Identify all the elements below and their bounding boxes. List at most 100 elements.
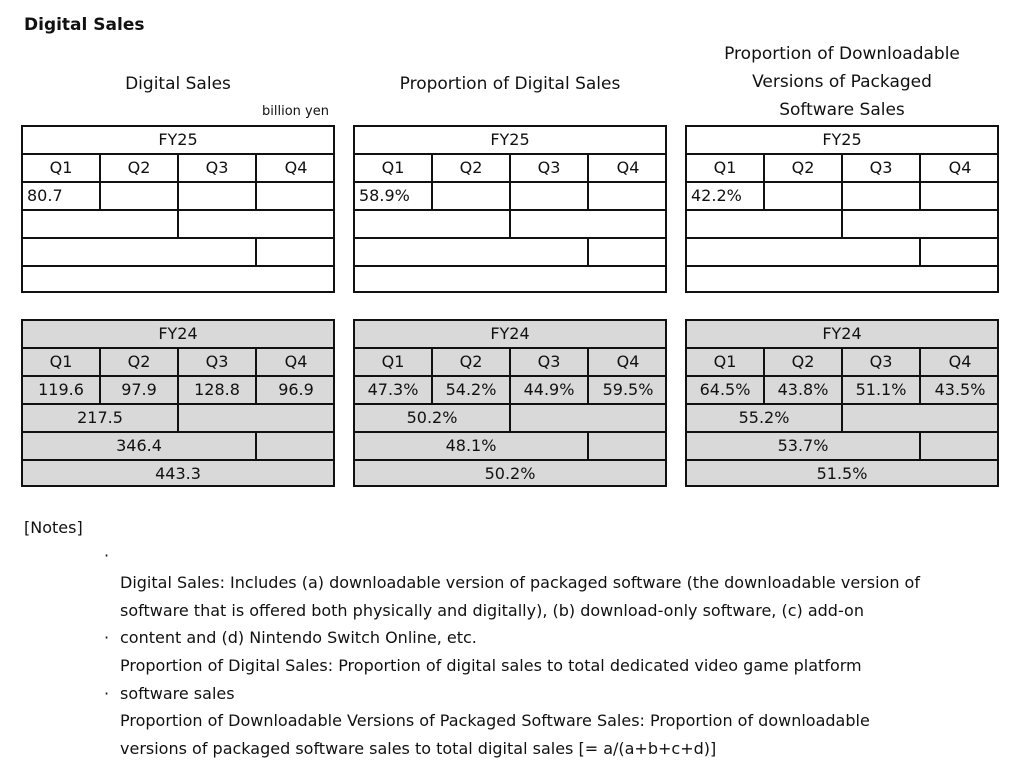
full-year-total: 443.3 [155,464,201,483]
fiscal-year-header: FY24 [490,324,530,343]
heading-digital-sales: Digital Sales [125,74,231,94]
quarter-header: Q2 [791,352,815,371]
quarter-header: Q1 [381,158,405,177]
quarter-header: Q2 [791,158,815,177]
row-divider [687,431,997,433]
column-divider [587,431,589,459]
column-divider [919,431,921,459]
note-proportion-digital: · Proportion of Digital Sales: Proportio… [104,597,1004,702]
table-digital-sales-fy24: FY24 Q1 Q2 Q3 Q4 119.6 97.9 128.8 96.9 217.5 346.4… [21,319,335,487]
row-divider [23,237,333,239]
quarter-header: Q2 [127,352,151,371]
quarter-header: Q3 [205,352,229,371]
column-divider [841,403,843,431]
quarter-header: Q2 [459,352,483,371]
column-divider [177,403,179,431]
table-proportion-digital-fy24: FY24 Q1 Q2 Q3 Q4 47.3% 54.2% 44.9% 59.5% 50.2% 48.… [353,319,667,487]
note-bullet: · [104,545,110,565]
column-divider [255,347,257,403]
column-divider [509,347,511,403]
row-divider [687,265,997,267]
nine-month-total: 346.4 [116,436,162,455]
fiscal-year-header: FY25 [490,130,530,149]
quarter-header: Q1 [49,352,73,371]
nine-month-total: 53.7% [777,436,829,455]
quarter-header: Q4 [948,352,972,371]
table-downloadable-fy24: FY24 Q1 Q2 Q3 Q4 64.5% 43.8% 51.1% 43.5% 55.2% 53.… [685,319,999,487]
quarter-value: 43.5% [934,380,986,399]
column-divider [587,237,589,265]
quarter-value: 59.5% [602,380,654,399]
quarter-header: Q3 [869,158,893,177]
row-divider [355,459,665,461]
quarter-header: Q4 [284,352,308,371]
row-divider [687,237,997,239]
quarter-value: 43.8% [777,380,829,399]
column-divider [509,209,511,237]
column-divider [587,347,589,403]
column-divider [509,153,511,209]
row-divider [355,237,665,239]
column-divider [431,347,433,403]
fiscal-year-header: FY25 [158,130,198,149]
full-year-total: 51.5% [816,464,868,483]
column-divider [841,347,843,403]
quarter-header: Q2 [459,158,483,177]
column-divider [255,431,257,459]
fiscal-year-header: FY25 [822,130,862,149]
row-divider [355,431,665,433]
fiscal-year-header: FY24 [158,324,198,343]
note-text: Proportion of Digital Sales: Proportion … [120,655,862,703]
column-divider [919,153,921,209]
quarter-value: 96.9 [278,380,314,399]
row-divider [355,265,665,267]
column-divider [99,347,101,403]
note-digital-sales: · Digital Sales: Includes (a) downloadab… [104,514,1004,648]
quarter-header: Q1 [713,352,737,371]
fiscal-year-header: FY24 [822,324,862,343]
quarter-value: 42.2% [691,186,742,205]
quarter-value: 128.8 [194,380,240,399]
note-proportion-downloadable: · Proportion of Downloadable Versions of… [104,652,1004,758]
column-divider [763,153,765,209]
quarter-header: Q4 [616,158,640,177]
heading-proportion-downloadable: Proportion of Downloadable Versions of P… [724,44,960,120]
quarter-value: 64.5% [699,380,751,399]
column-divider [587,153,589,209]
quarter-value: 80.7 [27,186,63,205]
column-divider [255,237,257,265]
quarter-header: Q4 [284,158,308,177]
quarter-value: 47.3% [367,380,419,399]
column-divider [177,153,179,209]
note-text: Digital Sales: Includes (a) downloadable… [120,573,920,648]
row-divider [23,431,333,433]
table-digital-sales-fy25: FY25 Q1 Q2 Q3 Q4 80.7 [21,125,335,293]
column-divider [841,209,843,237]
full-year-total: 50.2% [484,464,536,483]
column-divider [431,153,433,209]
row-divider [687,459,997,461]
column-divider [919,347,921,403]
quarter-value: 119.6 [38,380,84,399]
quarter-value: 51.1% [855,380,907,399]
first-half-total: 55.2% [738,408,790,427]
quarter-value: 54.2% [445,380,497,399]
note-text: Proportion of Downloadable Versions of P… [120,711,870,758]
quarter-value: 97.9 [121,380,157,399]
quarter-header: Q1 [381,352,405,371]
column-divider [99,153,101,209]
unit-label: billion yen [262,104,329,119]
quarter-header: Q4 [616,352,640,371]
nine-month-total: 48.1% [445,436,497,455]
quarter-header: Q3 [537,158,561,177]
table-proportion-digital-fy25: FY25 Q1 Q2 Q3 Q4 58.9% [353,125,667,293]
heading-proportion-digital-sales: Proportion of Digital Sales [399,74,621,94]
quarter-header: Q3 [537,352,561,371]
quarter-header: Q1 [713,158,737,177]
quarter-header: Q3 [869,352,893,371]
quarter-header: Q3 [205,158,229,177]
column-divider [919,237,921,265]
table-downloadable-fy25: FY25 Q1 Q2 Q3 Q4 42.2% [685,125,999,293]
column-divider [255,153,257,209]
row-divider [23,459,333,461]
